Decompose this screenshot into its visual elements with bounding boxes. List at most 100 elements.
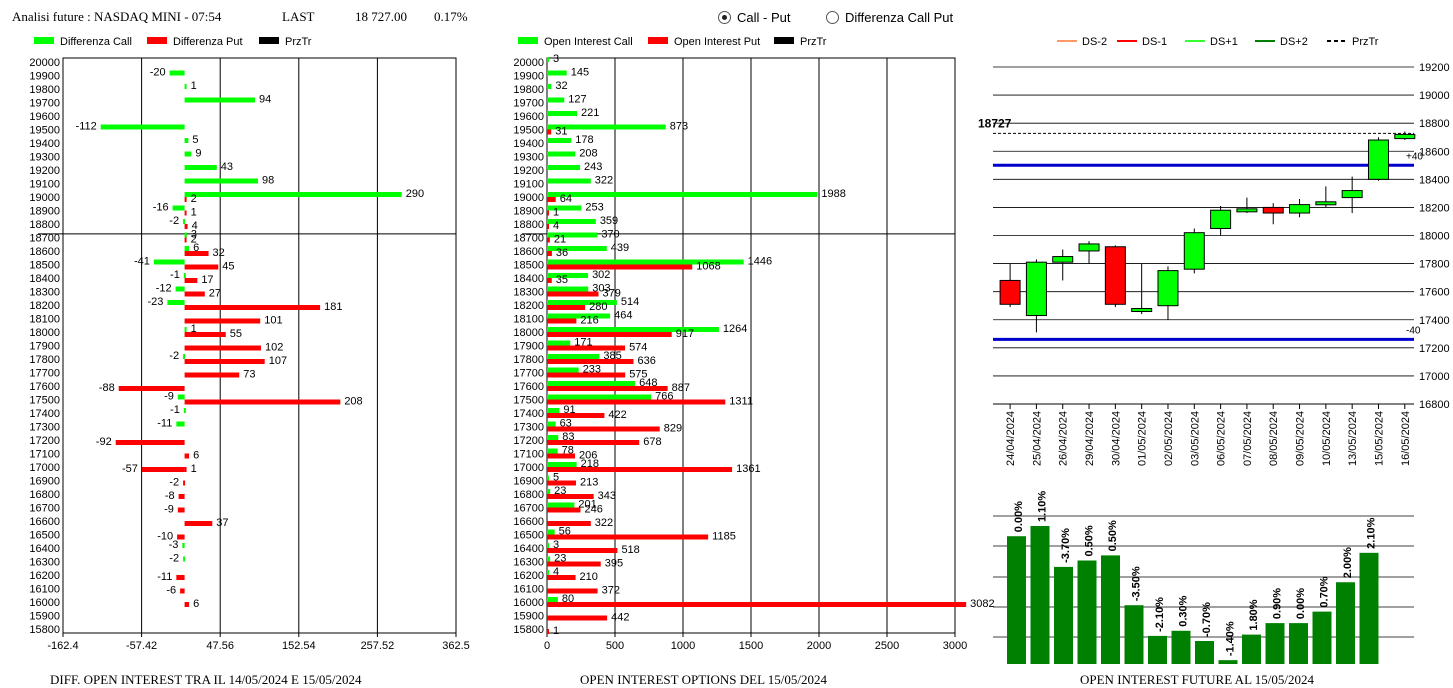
chart1-data-label: 55 (230, 328, 242, 340)
chart2-bar (547, 359, 634, 364)
chart1-data-label: -11 (157, 418, 172, 430)
chart2-data-label: 64 (560, 193, 572, 205)
chart1-data-label: -57 (122, 463, 138, 475)
chart1-data-label: 73 (243, 369, 255, 381)
legend-label: PrzTr (1352, 36, 1379, 48)
chart1-strike-label: 16300 (29, 557, 60, 569)
chart2-data-label: 253 (585, 202, 603, 214)
chart1-strike-label: 19400 (29, 138, 60, 150)
chart1-bar (184, 327, 187, 332)
radio-checked-icon (718, 11, 731, 24)
oi-bar (1289, 623, 1308, 664)
chart1-bar (115, 440, 185, 445)
chart1-bar (184, 178, 258, 184)
chart1-strike-label: 16400 (29, 543, 60, 555)
chart2-strike-label: 18200 (513, 300, 544, 312)
chart2-bar (547, 561, 601, 567)
oi-bar (1312, 611, 1332, 664)
chart2-strike-label: 19400 (513, 138, 544, 150)
candle-date-label: 24/04/2024 (1005, 411, 1017, 466)
chart2-strike-label: 17500 (513, 395, 544, 407)
chart2-data-label: 280 (589, 301, 607, 313)
chart1-strike-label: 19000 (29, 192, 60, 204)
candle-ytick-label: 17600 (1419, 287, 1450, 299)
legend-swatch (259, 37, 279, 44)
chart1-data-label: 17 (201, 274, 213, 286)
chart2-strike-label: 19500 (513, 125, 544, 137)
chart1-strike-label: 18600 (29, 246, 60, 258)
chart2-strike-label: 18000 (513, 327, 544, 339)
chart1-strike-label: 18000 (29, 327, 60, 339)
chart2-xtick-label: 500 (606, 640, 624, 652)
oi-bar (1030, 526, 1050, 664)
chart2-bar (547, 548, 618, 553)
candle-date-label: 08/05/2024 (1268, 411, 1280, 466)
chart1-strike-label: 19600 (29, 111, 60, 123)
chart2-strike-label: 18300 (513, 287, 544, 299)
chart1-data-label: 1 (191, 323, 197, 335)
legend-label: DS+2 (1280, 36, 1308, 48)
chart2-bar (547, 399, 726, 405)
oi-bar-label: 1.10% (1037, 491, 1049, 522)
candle-date-label: 03/05/2024 (1189, 411, 1201, 466)
chart2-bar (547, 237, 550, 243)
chart1-strike-label: 17600 (29, 381, 60, 393)
chart2-bar (547, 588, 598, 594)
chart1-data-label: -6 (166, 585, 176, 597)
last-label: LAST (282, 9, 315, 24)
chart2-bar (547, 570, 549, 575)
chart1-bar (184, 246, 190, 251)
oi-bar-label: -1.40% (1225, 621, 1237, 656)
chart2-bar (547, 192, 818, 197)
chart2-data-label: 372 (602, 585, 620, 597)
radio-call-put[interactable]: Call - Put (718, 10, 790, 25)
chart2-bar (547, 138, 572, 143)
oi-bar-label: 0.30% (1178, 595, 1190, 626)
chart1-data-label: -12 (156, 283, 172, 295)
chart2-bar (547, 251, 552, 256)
radio-unchecked-icon (826, 11, 839, 24)
chart1-strike-label: 17500 (29, 395, 60, 407)
chart1-bar (169, 70, 185, 76)
chart2-bar (547, 286, 589, 292)
chart1-xtick-label: 362.5 (442, 640, 470, 652)
chart2-strike-label: 16300 (513, 557, 544, 569)
chart2-data-label: 464 (614, 310, 632, 322)
candle-body (1078, 243, 1100, 252)
chart2-bar (547, 421, 556, 427)
legend-swatch (147, 37, 167, 44)
chart1-bar (184, 264, 219, 270)
chart1-xtick-label: 47.56 (206, 640, 234, 652)
legend-label: DS+1 (1210, 36, 1238, 48)
chart2-strike-label: 17400 (513, 408, 544, 420)
candle-ytick-label: 18200 (1419, 202, 1450, 214)
chart2-bar (547, 124, 666, 130)
legend-swatch (648, 37, 668, 44)
chart1-bar (176, 421, 185, 427)
chart1-bar (184, 602, 190, 607)
chart1-data-label: -2 (169, 477, 179, 489)
chart2-data-label: 439 (611, 242, 629, 254)
chart2-data-label: 1264 (723, 323, 747, 335)
chart1-data-label: -2 (169, 553, 179, 565)
chart2-data-label: 442 (611, 612, 629, 624)
chart1-strike-label: 18700 (29, 233, 60, 245)
chart1-bar (177, 394, 185, 400)
oi-bar (1242, 634, 1261, 664)
chart1-strike-label: 17900 (29, 341, 60, 353)
chart2-data-label: 4 (553, 220, 559, 232)
chart1-data-label: 2 (191, 193, 197, 205)
radio-diff-call-put[interactable]: Differenza Call Put (826, 10, 953, 25)
oi-bar-label: 0.90% (1272, 588, 1284, 619)
chart2-bar (547, 529, 555, 535)
chart2-bar (547, 278, 552, 283)
chart2-data-label: 1988 (821, 188, 845, 200)
chart1-strike-label: 19200 (29, 165, 60, 177)
candle-date-label: 13/05/2024 (1347, 411, 1359, 466)
candle-ytick-label: 16800 (1419, 399, 1450, 411)
chart1-strike-label: 18500 (29, 260, 60, 272)
chart1-xtick-label: -162.4 (47, 640, 78, 652)
oi-bar (1336, 582, 1355, 664)
chart2-bar (547, 232, 598, 238)
legend-label: DS-1 (1142, 36, 1167, 48)
